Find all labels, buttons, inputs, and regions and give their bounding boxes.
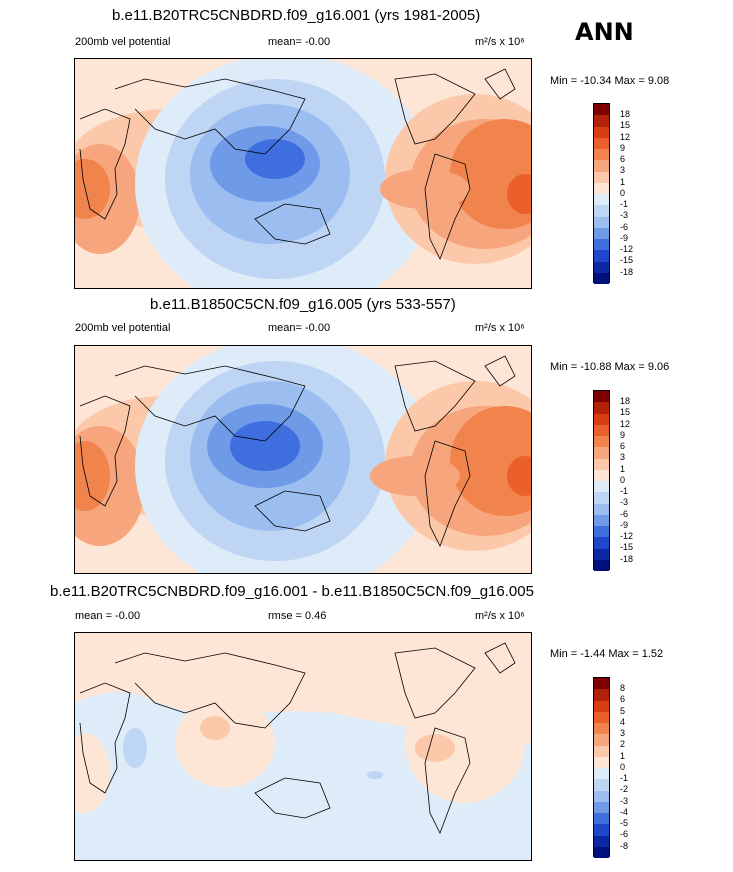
colorbar-tick: -2 [620,784,629,794]
colorbar-tick: -3 [620,210,629,220]
panel-2-units-label: m²/s x 10⁶ [475,322,525,334]
colorbar-tick: -18 [620,554,634,564]
colorbar-tick: 15 [620,407,631,417]
colorbar-tick: 6 [620,441,626,451]
colorbar-tick: 6 [620,154,626,164]
colorbar-tick: 9 [620,143,626,153]
colorbar-tick: 6 [620,694,626,704]
panel-3-mean-label: mean = -0.00 [75,610,141,622]
colorbar-tick: -9 [620,520,629,530]
colorbar-tick: -6 [620,222,629,232]
panel-2-variable-label: 200mb vel potential [75,322,171,334]
colorbar-tick: -15 [620,255,634,265]
colorbar-tick: 1 [620,751,626,761]
colorbar-tick: 12 [620,419,631,429]
panel-3-colorbar [593,677,610,858]
colorbar-tick: -3 [620,796,629,806]
colorbar-tick: 15 [620,120,631,130]
colorbar-tick: 8 [620,683,626,693]
panel-3-coastlines [79,642,516,834]
colorbar-tick: -6 [620,829,629,839]
panel-1-title: b.e11.B20TRC5CNBDRD.f09_g16.001 (yrs 198… [112,7,481,24]
panel-1-minmax: Min = -10.34 Max = 9.08 [550,75,670,87]
panel-1-variable-label: 200mb vel potential [75,36,171,48]
colorbar-tick: 1 [620,177,626,187]
panel-3-title: b.e11.B20TRC5CNBDRD.f09_g16.001 - b.e11.… [50,583,534,600]
colorbar-tick: 9 [620,430,626,440]
colorbar-tick: -1 [620,486,629,496]
panel-3-map [74,632,532,861]
panel-2-colorbar [593,390,610,571]
colorbar-tick: -15 [620,542,634,552]
colorbar-tick: -12 [620,244,634,254]
colorbar-tick: -6 [620,509,629,519]
colorbar-tick: -8 [620,841,629,851]
panel-3-rmse-label: rmse = 0.46 [268,610,327,622]
colorbar-tick: 3 [620,728,626,738]
colorbar-tick: -9 [620,233,629,243]
panel-2-coastlines [79,355,516,547]
colorbar-tick: -5 [620,818,629,828]
colorbar-tick: 4 [620,717,626,727]
panel-1-colorbar [593,103,610,284]
panel-3-units-label: m²/s x 10⁶ [475,610,525,622]
panel-3-minmax: Min = -1.44 Max = 1.52 [550,648,664,660]
colorbar-tick: -1 [620,199,629,209]
colorbar-tick: -1 [620,773,629,783]
colorbar-tick: 18 [620,109,631,119]
colorbar-tick: 3 [620,165,626,175]
colorbar-tick: 0 [620,475,626,485]
panel-1-coastlines [79,68,516,260]
panel-2-minmax: Min = -10.88 Max = 9.06 [550,361,670,373]
panel-1-units-label: m²/s x 10⁶ [475,36,525,48]
colorbar-tick: -3 [620,497,629,507]
colorbar-tick: 1 [620,464,626,474]
panel-2-mean-label: mean= -0.00 [268,322,331,334]
panel-2-title: b.e11.B1850C5CN.f09_g16.005 (yrs 533-557… [150,296,456,313]
panel-2-map [74,345,532,574]
colorbar-tick: 3 [620,452,626,462]
colorbar-tick: 0 [620,188,626,198]
colorbar-tick: 18 [620,396,631,406]
colorbar-tick: 5 [620,706,626,716]
colorbar-tick: -4 [620,807,629,817]
season-label: ANN [575,18,634,46]
colorbar-tick: 2 [620,739,626,749]
panel-1-map [74,58,532,289]
colorbar-tick: 12 [620,132,631,142]
colorbar-tick: 0 [620,762,626,772]
panel-1-mean-label: mean= -0.00 [268,36,331,48]
colorbar-tick: -12 [620,531,634,541]
colorbar-tick: -18 [620,267,634,277]
